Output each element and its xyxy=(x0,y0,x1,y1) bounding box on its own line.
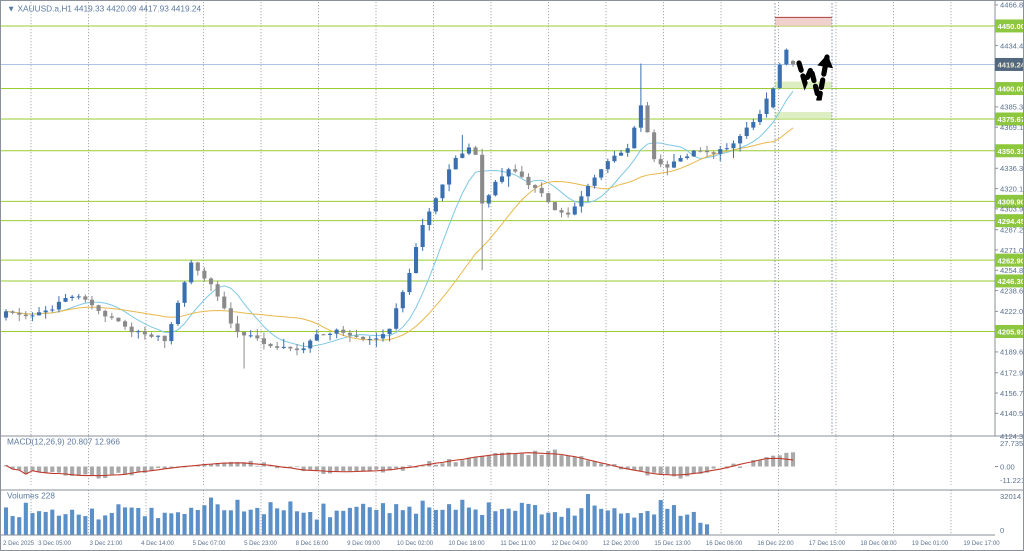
svg-text:15 Dec 13:00: 15 Dec 13:00 xyxy=(654,540,691,547)
svg-text:12 Dec 20:00: 12 Dec 20:00 xyxy=(603,540,640,547)
svg-text:4419.24: 4419.24 xyxy=(998,61,1024,70)
svg-text:5 Dec 07:00: 5 Dec 07:00 xyxy=(193,540,226,547)
svg-text:10 Dec 02:00: 10 Dec 02:00 xyxy=(397,540,434,547)
svg-text:4385.35: 4385.35 xyxy=(1000,103,1024,112)
svg-text:10 Dec 18:00: 10 Dec 18:00 xyxy=(448,540,485,547)
svg-text:16 Dec 22:00: 16 Dec 22:00 xyxy=(757,540,794,547)
svg-text:4369.15: 4369.15 xyxy=(1000,123,1024,132)
svg-text:32014: 32014 xyxy=(1000,492,1021,501)
svg-text:-11.221: -11.221 xyxy=(1000,476,1024,485)
svg-text:4172.95: 4172.95 xyxy=(1000,369,1024,378)
svg-text:MACD(12,26,9) 20.807 12.966: MACD(12,26,9) 20.807 12.966 xyxy=(7,437,120,447)
svg-text:4336.30: 4336.30 xyxy=(1000,164,1024,173)
svg-text:9 Dec 09:00: 9 Dec 09:00 xyxy=(347,540,380,547)
svg-text:12 Dec 04:00: 12 Dec 04:00 xyxy=(551,540,588,547)
svg-text:27.735: 27.735 xyxy=(1000,439,1023,448)
svg-text:4262.90: 4262.90 xyxy=(998,256,1024,265)
svg-text:18 Dec 08:00: 18 Dec 08:00 xyxy=(860,540,897,547)
svg-text:4303.90: 4303.90 xyxy=(1000,205,1024,214)
svg-text:5 Dec 23:00: 5 Dec 23:00 xyxy=(244,540,277,547)
svg-text:4156.75: 4156.75 xyxy=(1000,389,1024,398)
svg-text:4222.00: 4222.00 xyxy=(1000,307,1024,316)
svg-text:19 Dec 17:00: 19 Dec 17:00 xyxy=(963,540,1000,547)
svg-text:4238.65: 4238.65 xyxy=(1000,286,1024,295)
svg-text:8 Dec 16:00: 8 Dec 16:00 xyxy=(296,540,329,547)
svg-text:0: 0 xyxy=(1000,526,1004,535)
svg-text:4350.31: 4350.31 xyxy=(998,147,1024,156)
svg-text:16 Dec 06:00: 16 Dec 06:00 xyxy=(706,540,743,547)
svg-text:▼ XAUUSD.a,H1 4419.33 4420.09: ▼ XAUUSD.a,H1 4419.33 4420.09 4417.93 44… xyxy=(7,4,201,14)
svg-text:4140.55: 4140.55 xyxy=(1000,409,1024,418)
svg-text:4400.00: 4400.00 xyxy=(998,85,1024,94)
svg-text:11 Dec 11:00: 11 Dec 11:00 xyxy=(500,540,536,547)
svg-text:0.00: 0.00 xyxy=(1000,463,1015,472)
svg-text:3 Dec 21:00: 3 Dec 21:00 xyxy=(90,540,123,547)
svg-text:4205.91: 4205.91 xyxy=(998,328,1024,337)
svg-text:4434.40: 4434.40 xyxy=(1000,41,1024,50)
svg-text:4466.80: 4466.80 xyxy=(1000,1,1024,10)
svg-text:4246.30: 4246.30 xyxy=(998,277,1024,286)
svg-text:4450.00: 4450.00 xyxy=(998,22,1024,31)
svg-text:2 Dec 2025: 2 Dec 2025 xyxy=(3,540,35,547)
svg-text:4189.60: 4189.60 xyxy=(1000,348,1024,357)
svg-text:Volumes 228: Volumes 228 xyxy=(7,491,55,501)
svg-text:4 Dec 14:00: 4 Dec 14:00 xyxy=(141,540,174,547)
svg-text:17 Dec 15:00: 17 Dec 15:00 xyxy=(809,540,846,547)
svg-text:4271.05: 4271.05 xyxy=(1000,246,1024,255)
svg-text:4287.25: 4287.25 xyxy=(1000,225,1024,234)
svg-text:4320.10: 4320.10 xyxy=(1000,184,1024,193)
svg-text:4294.45: 4294.45 xyxy=(998,217,1024,226)
svg-text:19 Dec 01:00: 19 Dec 01:00 xyxy=(912,540,949,547)
svg-text:3 Dec 05:00: 3 Dec 05:00 xyxy=(38,540,71,547)
svg-text:4254.85: 4254.85 xyxy=(1000,266,1024,275)
